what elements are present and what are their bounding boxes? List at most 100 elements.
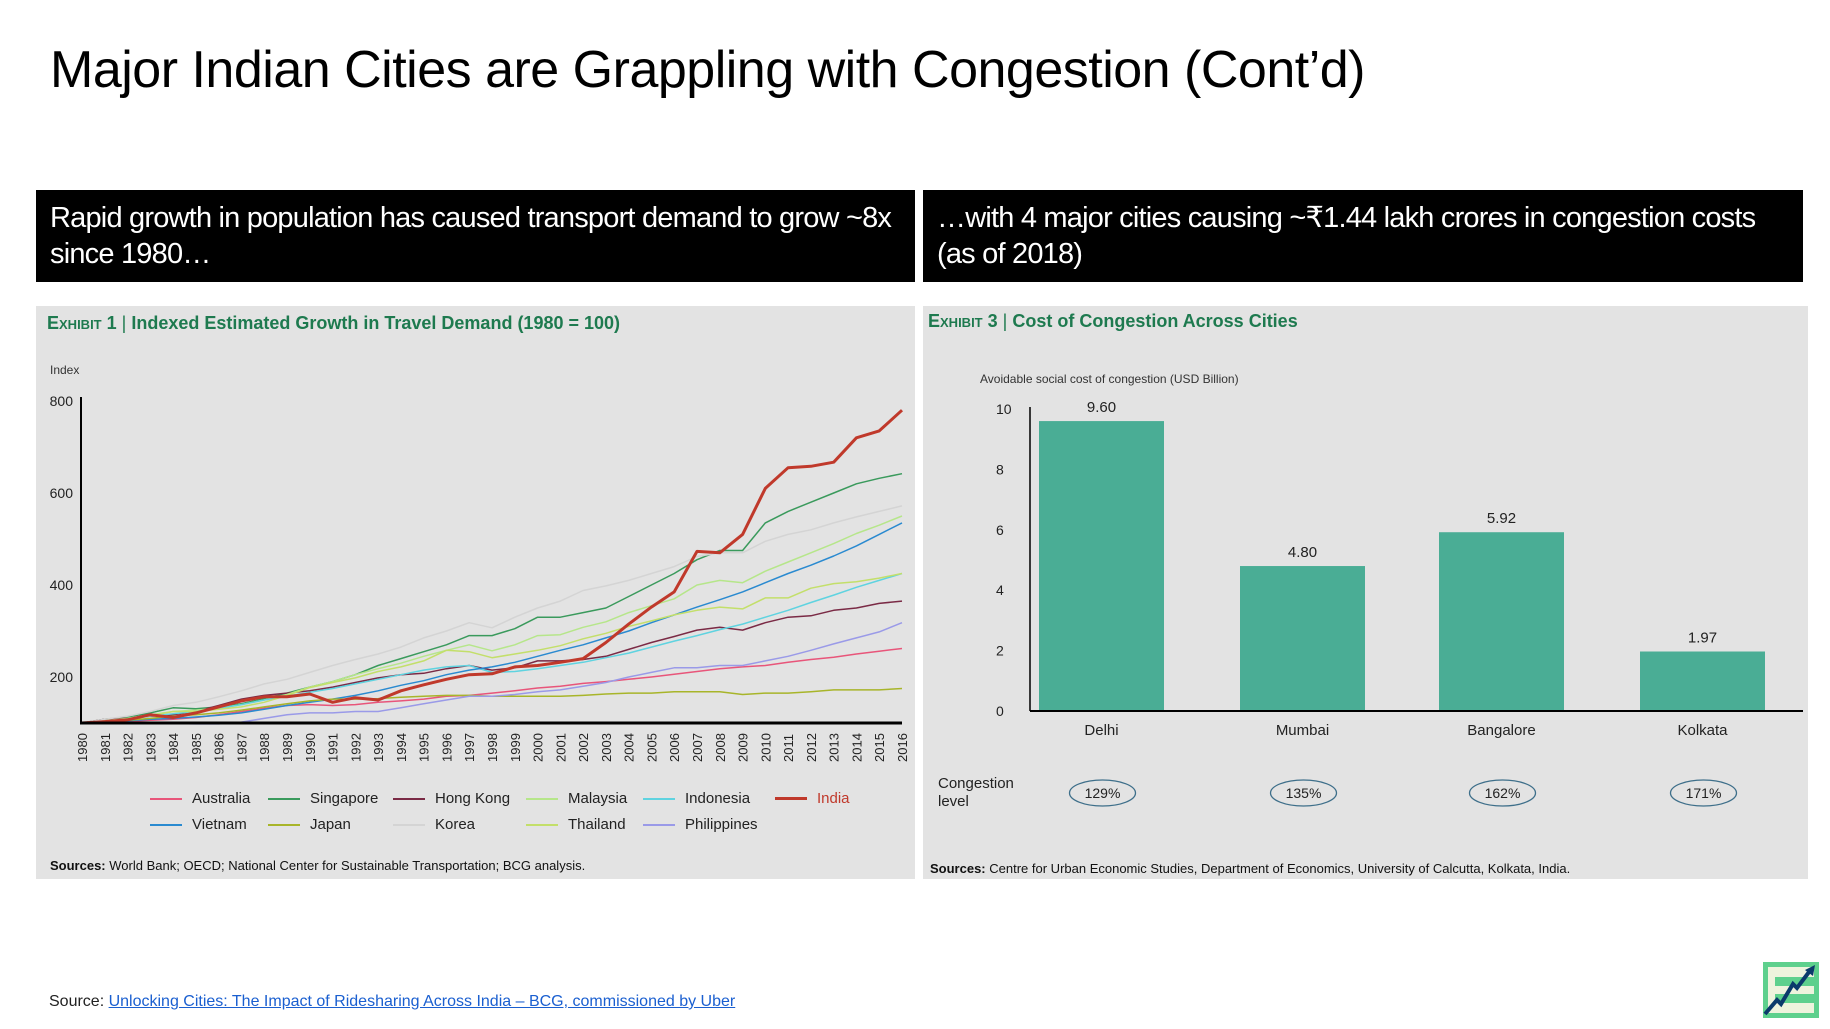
legend-label: Indonesia (685, 790, 751, 807)
bar-value-label: 1.97 (1688, 630, 1717, 647)
legend-swatch (775, 797, 807, 800)
sources-label: Sources: (930, 861, 986, 876)
bar-value-label: 4.80 (1288, 544, 1317, 561)
x-tick-label: 1982 (121, 733, 136, 762)
category-label: Delhi (1084, 722, 1118, 739)
category-label: Bangalore (1467, 722, 1535, 739)
legend-label: Korea (435, 816, 476, 833)
x-tick-label: 1988 (257, 733, 272, 762)
footer-prefix: Source: (49, 993, 109, 1010)
legend-item-korea: Korea (393, 816, 475, 833)
x-tick-label: 1987 (234, 733, 249, 762)
congestion-level-value: 162% (1485, 785, 1521, 801)
legend-label: Philippines (685, 816, 758, 833)
exhibit-1-title: Exhibit 1 | Indexed Estimated Growth in … (47, 313, 621, 333)
y-tick-label: 200 (50, 669, 74, 685)
x-tick-label: 2014 (849, 733, 864, 762)
exhibit-1-panel (36, 306, 915, 879)
x-tick-label: 2006 (667, 733, 682, 762)
right-banner: …with 4 major cities causing ~₹1.44 lakh… (923, 190, 1803, 282)
x-tick-label: 2010 (758, 733, 773, 762)
x-tick-label: 1996 (439, 733, 454, 762)
x-tick-label: 1980 (75, 733, 90, 762)
x-tick-label: 1985 (189, 733, 204, 762)
logo-icon (1763, 962, 1819, 1018)
x-tick-label: 2004 (622, 733, 637, 762)
x-tick-label: 2016 (895, 733, 910, 762)
series-line-thailand (81, 572, 903, 724)
legend-swatch (393, 823, 425, 826)
legend-item-malaysia: Malaysia (526, 790, 627, 807)
left-banner: Rapid growth in population has caused tr… (36, 190, 915, 282)
x-tick-label: 1983 (143, 733, 158, 762)
x-tick-label: 1998 (485, 733, 500, 762)
legend-label: India (817, 790, 850, 807)
x-tick-label: 2009 (736, 733, 751, 762)
legend-label: Australia (192, 790, 251, 807)
legend-swatch (393, 797, 425, 800)
exhibit-3-title: Exhibit 3 | Cost of Congestion Across Ci… (928, 311, 1298, 331)
bar-kolkata (1640, 651, 1765, 711)
legend-swatch (150, 797, 182, 800)
legend-label: Singapore (310, 790, 379, 807)
sources-label: Sources: (50, 858, 106, 873)
x-tick-label: 2011 (781, 734, 796, 762)
congestion-oval (1669, 779, 1738, 807)
exhibit-3-heading: Cost of Congestion Across Cities (1012, 311, 1298, 331)
source-link[interactable]: Unlocking Cities: The Impact of Rideshar… (108, 993, 736, 1010)
x-tick-label: 2013 (827, 733, 842, 762)
series-line-korea (81, 505, 903, 724)
legend-label: Japan (310, 816, 351, 833)
y-tick-label: 400 (50, 577, 74, 593)
y-tick-label: 4 (996, 582, 1004, 598)
y-axis-label: Index (50, 363, 80, 377)
x-tick-label: 2007 (690, 733, 705, 762)
legend-swatch (526, 797, 558, 800)
legend-swatch (643, 823, 675, 826)
congestion-level-value: 171% (1686, 785, 1722, 801)
legend-item-philippines: Philippines (643, 816, 758, 833)
x-tick-label: 2012 (804, 733, 819, 762)
legend-item-thailand: Thailand (526, 816, 626, 833)
y-tick-label: 8 (996, 461, 1004, 477)
x-tick-label: 2001 (553, 733, 568, 762)
footer-source: Source: Unlocking Cities: The Impact of … (49, 993, 735, 1011)
category-label: Mumbai (1276, 722, 1329, 739)
x-tick-label: 1997 (462, 733, 477, 762)
legend-item-india: India (775, 790, 850, 807)
legend-label: Malaysia (568, 790, 628, 807)
x-tick-label: 1999 (508, 733, 523, 762)
x-tick-label: 2008 (713, 733, 728, 762)
sources-text: Centre for Urban Economic Studies, Depar… (989, 861, 1571, 876)
bar-delhi (1039, 421, 1164, 711)
legend-swatch (150, 823, 182, 826)
congestion-oval (1269, 779, 1338, 807)
congestion-level-value: 135% (1286, 785, 1322, 801)
x-tick-label: 2015 (872, 733, 887, 762)
y-tick-label: 600 (50, 485, 74, 501)
x-tick-label: 1986 (212, 733, 227, 762)
legend-label: Thailand (568, 816, 626, 833)
bar-y-axis-label: Avoidable social cost of congestion (USD… (980, 372, 1239, 386)
legend-swatch (643, 797, 675, 800)
y-tick-label: 10 (996, 401, 1012, 417)
x-tick-label: 1981 (98, 733, 113, 762)
exhibit-1-label: Exhibit 1 (47, 313, 117, 333)
bar-mumbai (1240, 566, 1365, 711)
series-line-vietnam (81, 522, 903, 724)
series-line-india (81, 409, 904, 725)
y-tick-label: 800 (50, 393, 74, 409)
x-tick-label: 1994 (394, 733, 409, 762)
y-tick-label: 2 (996, 643, 1004, 659)
legend-swatch (268, 797, 300, 800)
x-tick-label: 1990 (303, 733, 318, 762)
x-tick-label: 2002 (576, 733, 591, 762)
y-tick-label: 0 (996, 703, 1004, 719)
sources-text: World Bank; OECD; National Center for Su… (109, 858, 586, 873)
bar-bangalore (1439, 532, 1564, 711)
legend-item-japan: Japan (268, 816, 351, 833)
legend-label: Hong Kong (435, 790, 511, 807)
x-tick-label: 1984 (166, 733, 181, 762)
legend-label: Vietnam (192, 816, 247, 833)
